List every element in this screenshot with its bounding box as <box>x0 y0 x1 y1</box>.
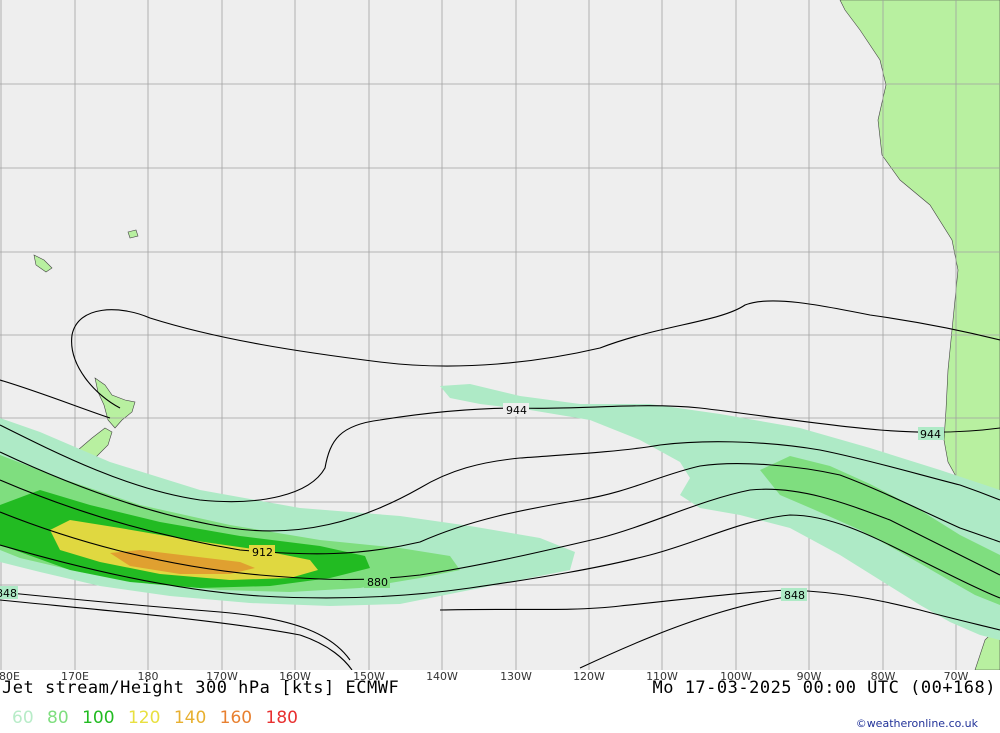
legend-item: 120 <box>127 708 161 728</box>
contour-944 <box>0 405 1000 503</box>
speed-legend: 60 80 100 120 140 160 180 <box>12 708 306 728</box>
lon-label: 120W <box>573 670 605 683</box>
map-canvas: 944 944 912 880 848 848 <box>0 0 1000 670</box>
contour-880 <box>0 488 1000 581</box>
land-islet-1 <box>127 229 139 239</box>
lon-label: 160W <box>279 670 311 683</box>
legend-item: 100 <box>82 708 115 728</box>
contour-848 <box>0 589 1000 661</box>
contour-label: 848 <box>0 587 17 600</box>
legend-item: 60 <box>12 708 34 728</box>
contour-label: 880 <box>367 576 388 589</box>
lon-label: 150W <box>353 670 385 683</box>
jet-band-80-east <box>760 456 1000 605</box>
jet-band-140 <box>110 550 255 574</box>
legend-item: 80 <box>47 708 69 728</box>
legend-item: 140 <box>173 708 207 728</box>
map-datetime: Mo 17-03-2025 00:00 UTC (00+168) <box>652 678 996 698</box>
contour-912 <box>0 463 1000 555</box>
lon-label: 140W <box>426 670 458 683</box>
lon-label: 180 <box>137 670 159 683</box>
credit-link[interactable]: ©weatheronline.co.uk <box>855 717 978 730</box>
lon-label: 80W <box>870 670 896 683</box>
contour-860 <box>0 514 1000 599</box>
lon-label: 170W <box>206 670 238 683</box>
land-fiji <box>33 254 53 273</box>
lon-label: 90W <box>796 670 822 683</box>
lon-label: 70W <box>943 670 969 683</box>
contour-label: 912 <box>252 546 273 559</box>
contour-912-a <box>0 441 1000 532</box>
map-title: Jet stream/Height 300 hPa [kts] ECMWF <box>2 678 400 698</box>
legend-item: 160 <box>219 708 253 728</box>
contour-label-group: 944 944 912 880 848 848 <box>0 403 944 602</box>
jet-band-120 <box>50 520 318 580</box>
lon-label: 130W <box>500 670 532 683</box>
lon-label: 110W <box>646 670 678 683</box>
jet-band-60-east <box>440 384 1000 640</box>
contour-label: 848 <box>784 589 805 602</box>
contour-lower-a <box>0 599 353 670</box>
contour-lower-b <box>579 594 801 669</box>
contour-label: 944 <box>506 404 527 417</box>
legend-item: 180 <box>265 708 298 728</box>
contour-upper-loop <box>0 300 1000 419</box>
lon-label: 100W <box>720 670 752 683</box>
height-contours <box>0 300 1000 670</box>
lon-label: 180E <box>0 670 20 683</box>
lon-label: 170E <box>61 670 89 683</box>
contour-label: 944 <box>920 428 941 441</box>
land-nz-north <box>94 377 136 429</box>
